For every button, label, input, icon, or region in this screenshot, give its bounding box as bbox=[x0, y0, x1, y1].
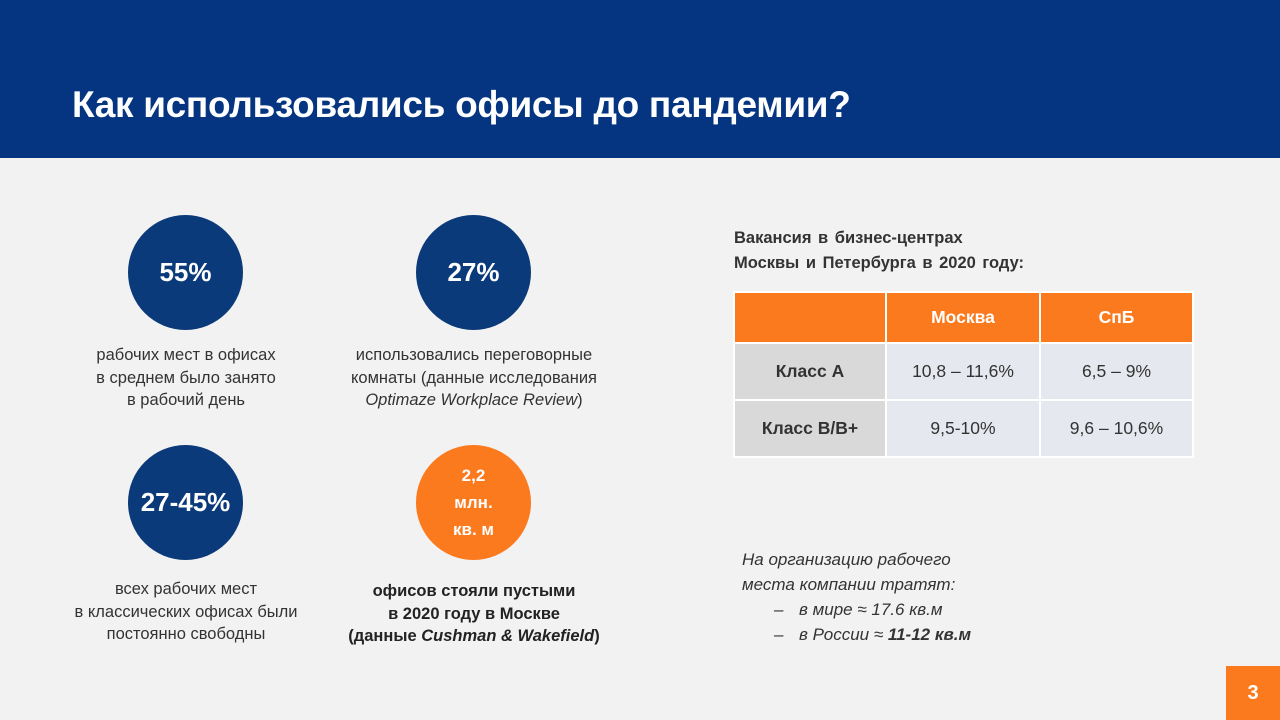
vacancy-title-line: Москвы и Петербурга в 2020 году: bbox=[734, 254, 1025, 272]
caption-tail: ) bbox=[594, 627, 600, 645]
value-line: 2,2 bbox=[461, 466, 486, 485]
table-header-row: Москва СпБ bbox=[733, 291, 1194, 344]
caption-line: постоянно свободны bbox=[106, 625, 266, 643]
value-line: млн. bbox=[454, 493, 493, 512]
value-line: кв. м bbox=[453, 520, 494, 539]
caption-line: Optimaze Workplace Review) bbox=[329, 389, 619, 412]
workspace-note: На организацию рабочего места компании т… bbox=[742, 547, 971, 647]
table-cell: 6,5 – 9% bbox=[1039, 342, 1194, 401]
stat-caption: офисов стояли пустыми в 2020 году в Моск… bbox=[329, 580, 619, 648]
stat-circle-27: 27% bbox=[416, 215, 531, 330]
caption-line: офисов стояли пустыми bbox=[372, 582, 576, 600]
table-cell: 9,6 – 10,6% bbox=[1039, 399, 1194, 458]
vacancy-title-line: Вакансия в бизнес-центрах bbox=[734, 229, 963, 247]
slide-title: Как использовались офисы до пандемии? bbox=[72, 84, 851, 125]
caption-line: в рабочий день bbox=[126, 391, 246, 409]
vacancy-title: Вакансия в бизнес-центрах Москвы и Петер… bbox=[734, 226, 1024, 276]
caption-line: всех рабочих мест bbox=[114, 580, 258, 598]
caption-line: в среднем было занято bbox=[96, 368, 276, 387]
caption-line: в классических офисах были bbox=[74, 602, 298, 621]
bullet-text-bold: 11-12 кв.м bbox=[887, 625, 972, 644]
header-bar bbox=[0, 0, 1280, 158]
caption-source: Optimaze Workplace Review bbox=[365, 391, 578, 409]
stat-value: 55% bbox=[159, 257, 212, 287]
note-bullet: – в мире ≈ 17.6 кв.м bbox=[742, 597, 971, 622]
bullet-text-prefix: в России ≈ bbox=[799, 625, 888, 644]
caption-line: комнаты (данные исследования bbox=[351, 368, 597, 387]
bullet-text: в России ≈ 11-12 кв.м bbox=[774, 622, 971, 647]
stat-value: 2,2 млн. кв. м bbox=[453, 462, 494, 543]
stat-value: 27-45% bbox=[140, 487, 231, 517]
table-header-cell bbox=[733, 291, 887, 344]
caption-line: использовались переговорные bbox=[355, 346, 593, 364]
note-bullet: – в России ≈ 11-12 кв.м bbox=[742, 622, 971, 647]
bullet-text: в мире ≈ 17.6 кв.м bbox=[799, 600, 943, 619]
caption-prefix: (данные bbox=[348, 627, 422, 645]
table-row: Класс А 10,8 – 11,6% 6,5 – 9% bbox=[733, 342, 1194, 401]
caption-source: Cushman & Wakefield bbox=[421, 627, 595, 645]
stat-caption: всех рабочих мест в классических офисах … bbox=[46, 578, 326, 646]
table-cell: 9,5-10% bbox=[885, 399, 1041, 458]
row-label: Класс А bbox=[733, 342, 887, 401]
caption-line: в 2020 году в Москве bbox=[388, 604, 560, 623]
table-cell: 10,8 – 11,6% bbox=[885, 342, 1041, 401]
stat-caption: рабочих мест в офисах в среднем было зан… bbox=[56, 344, 316, 412]
table-header-cell: Москва bbox=[885, 291, 1041, 344]
caption-line: (данные Cushman & Wakefield) bbox=[329, 625, 619, 648]
page-number: 3 bbox=[1226, 666, 1280, 720]
table-header-cell: СпБ bbox=[1039, 291, 1194, 344]
row-label: Класс B/B+ bbox=[733, 399, 887, 458]
stat-caption: использовались переговорные комнаты (дан… bbox=[329, 344, 619, 412]
vacancy-table: Москва СпБ Класс А 10,8 – 11,6% 6,5 – 9%… bbox=[733, 291, 1194, 458]
stat-circle-27-45: 27-45% bbox=[128, 445, 243, 560]
caption-line: рабочих мест в офисах bbox=[96, 346, 276, 364]
note-line: На организацию рабочего bbox=[742, 550, 951, 569]
caption-tail: ) bbox=[577, 391, 583, 409]
table-row: Класс B/B+ 9,5-10% 9,6 – 10,6% bbox=[733, 399, 1194, 458]
bullet-dash: – bbox=[774, 600, 784, 619]
stat-circle-orange: 2,2 млн. кв. м bbox=[416, 445, 531, 560]
stat-value: 27% bbox=[447, 257, 500, 287]
stat-circle-55: 55% bbox=[128, 215, 243, 330]
note-line: места компании тратят: bbox=[742, 575, 956, 594]
bullet-dash: – bbox=[774, 625, 784, 644]
